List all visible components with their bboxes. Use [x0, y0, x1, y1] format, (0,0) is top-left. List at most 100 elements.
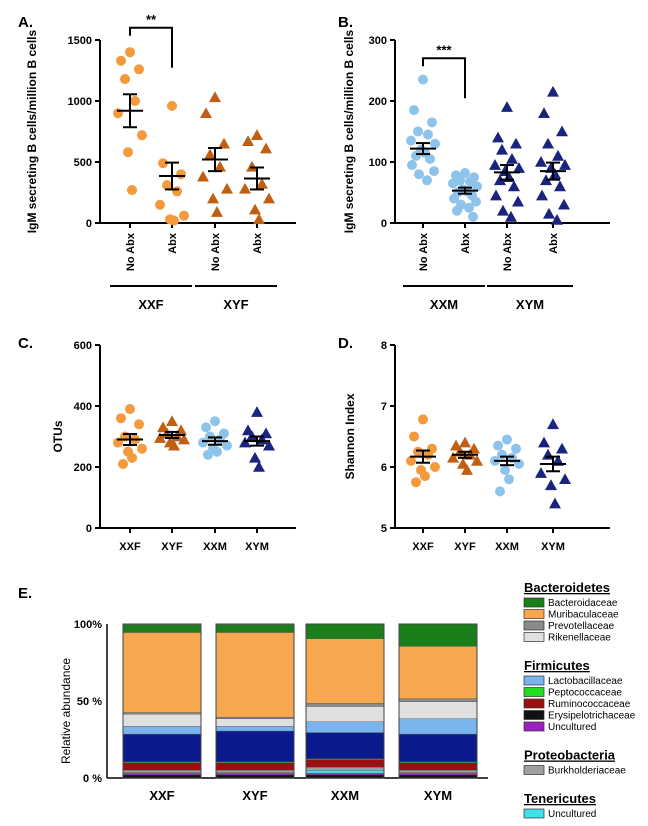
data-point	[471, 196, 481, 207]
data-point	[493, 440, 503, 451]
data-point	[538, 436, 550, 448]
data-point	[406, 135, 416, 146]
data-point	[448, 178, 458, 189]
data-point	[167, 100, 177, 111]
data-point	[425, 153, 435, 164]
x-tick-label: XYF	[161, 541, 183, 553]
data-point	[502, 434, 512, 445]
data-point	[214, 160, 226, 172]
bar-outline	[122, 623, 202, 779]
x-tick-label: XYM	[424, 788, 452, 803]
stacked-bar-segment	[305, 706, 385, 722]
data-point	[221, 182, 233, 194]
data-point	[116, 413, 126, 424]
x-tick-label: XXF	[412, 541, 434, 553]
y-tick-label: 200	[369, 96, 387, 108]
data-point	[203, 449, 213, 460]
data-point	[472, 181, 482, 192]
stacked-bar-segment	[122, 762, 202, 771]
stacked-bar-segment	[122, 632, 202, 713]
data-point	[134, 64, 144, 75]
data-point	[253, 213, 265, 225]
data-point	[547, 418, 559, 430]
stacked-bar-segment	[398, 646, 478, 699]
data-point	[137, 443, 147, 454]
data-point	[176, 169, 186, 180]
y-axis-label: Shannon Index	[343, 393, 357, 479]
data-point	[127, 452, 137, 463]
data-point	[256, 177, 268, 189]
data-point	[538, 107, 550, 118]
y-tick-label: 1500	[68, 35, 92, 47]
y-tick-label: 100	[369, 157, 387, 169]
data-point	[251, 406, 263, 417]
data-point	[413, 446, 423, 457]
data-point	[418, 74, 428, 85]
data-point	[430, 462, 440, 472]
x-tick-label: Abx	[252, 232, 264, 254]
data-point	[155, 199, 165, 210]
x-tick-label: XYF	[454, 541, 476, 553]
data-point	[496, 143, 508, 155]
data-point	[246, 160, 258, 172]
stacked-bar-segment	[122, 712, 202, 715]
data-point	[490, 189, 502, 201]
legend-item-label: Uncultured	[548, 809, 596, 820]
x-tick-label: No Abx	[502, 232, 514, 271]
panel-label-C: C.	[18, 335, 33, 352]
stacked-bar-segment	[398, 623, 478, 647]
legend-item-label: Bacteroidaceae	[548, 598, 618, 609]
stacked-bar-segment	[215, 730, 295, 763]
y-tick-label: 100%	[74, 619, 102, 631]
data-point	[263, 192, 275, 204]
data-point	[508, 180, 520, 192]
y-tick-label: 50 %	[77, 696, 102, 708]
x-tick-label: No Abx	[418, 232, 430, 271]
data-point	[542, 137, 554, 149]
data-point	[559, 473, 571, 484]
data-point	[168, 439, 180, 451]
data-point	[260, 142, 272, 154]
data-point	[406, 455, 416, 466]
legend-item-label: Erysipelotrichaceae	[548, 711, 636, 722]
data-point	[198, 437, 208, 448]
data-point	[249, 203, 261, 215]
stacked-bar-segment	[305, 759, 385, 768]
data-point	[137, 130, 147, 141]
significance-bracket	[422, 57, 466, 99]
data-point	[429, 166, 439, 177]
legend-item-label: Prevotellaceae	[548, 621, 615, 632]
stacked-bar-segment	[122, 713, 202, 727]
data-point	[510, 137, 522, 149]
stacked-bar-segment	[215, 773, 295, 776]
data-point	[204, 148, 216, 160]
stacked-bar-segment	[398, 733, 478, 763]
stacked-bar-segment	[398, 718, 478, 735]
stacked-bar-segment	[215, 726, 295, 732]
data-point	[461, 464, 473, 475]
data-point	[200, 107, 212, 118]
stacked-bar-segment	[305, 767, 385, 771]
x-tick-label: XXM	[495, 541, 519, 553]
x-tick-label: XYM	[541, 541, 565, 553]
legend-swatch	[523, 698, 545, 709]
data-point	[210, 416, 220, 427]
y-axis-label: Relative abundance	[59, 658, 73, 764]
data-point	[471, 454, 483, 466]
legend-heading: Bacteroidetes	[524, 580, 610, 595]
data-point	[559, 159, 571, 170]
legend-item-label: Ruminococcaceae	[548, 699, 631, 710]
data-point	[113, 108, 123, 119]
data-point	[549, 497, 561, 509]
data-point	[505, 210, 517, 222]
data-point	[411, 150, 421, 161]
data-point	[127, 185, 137, 196]
data-point	[179, 210, 189, 221]
data-point	[427, 117, 437, 128]
data-point	[513, 162, 525, 173]
data-point	[543, 207, 555, 219]
legend-swatch	[523, 632, 545, 642]
data-point	[423, 129, 433, 140]
data-point	[492, 131, 504, 143]
